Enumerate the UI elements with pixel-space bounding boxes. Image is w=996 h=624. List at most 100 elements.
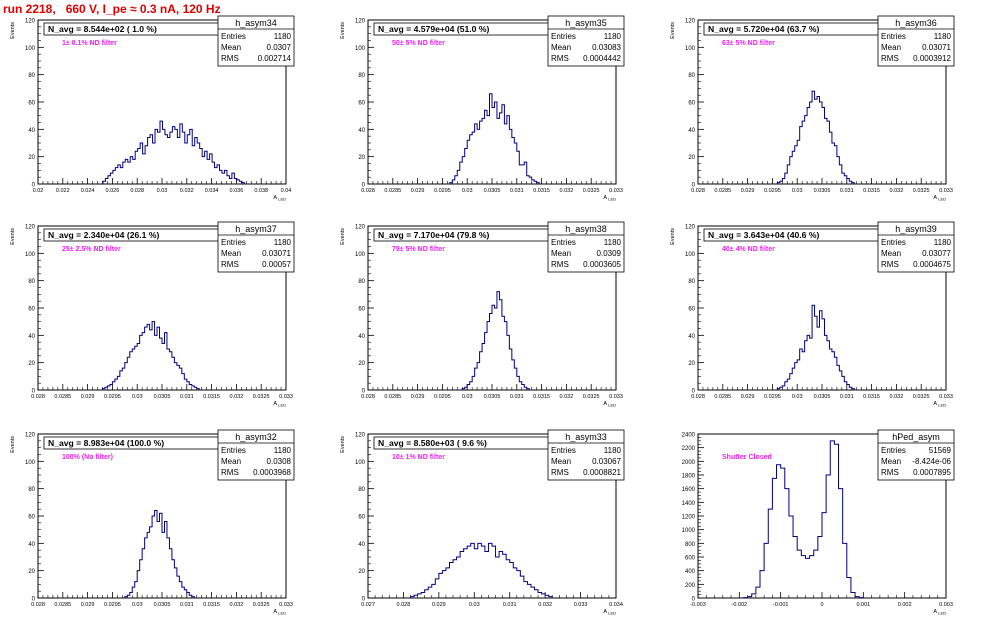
y-tick-label: 80 [358,73,365,79]
histogram-series [461,291,530,390]
x-tick-label: 0.029 [81,602,95,608]
y-tick-label: 80 [358,279,365,285]
y-tick-label: 120 [25,19,36,25]
stats-value-rms: 0.0003968 [253,468,291,477]
x-tick-label: 0.026 [106,188,120,194]
y-tick-label: 40 [358,334,365,340]
filter-annotation: 10± 1% ND filter [392,454,445,461]
stats-value-mean: 0.03077 [922,249,951,258]
x-tick-label: 0.029 [411,394,425,400]
stats-value-mean: 0.0309 [597,249,622,258]
x-tick-label: -0.001 [773,602,789,608]
filter-annotation: 63± 5% ND filter [722,40,775,47]
y-tick-label: 60 [688,101,695,107]
y-tick-label: 60 [28,101,35,107]
histogram-name: h_asym32 [235,432,277,442]
histogram-pad-hPed_asym: 0 200 400 600 800 1000 1200 1400 1600 1800 2000 220… [660,428,980,624]
y-tick-label: 80 [28,73,35,79]
stats-label-entries: Entries [881,238,906,247]
x-tick-label: 0.0295 [434,188,451,194]
histogram-name: hPed_asym [892,432,940,442]
x-axis-title: A LED [273,401,286,408]
x-tick-label: 0.028 [31,394,45,400]
x-tick-label: 0.029 [741,394,755,400]
x-tick-label: 0.0315 [533,394,550,400]
y-tick-label: 800 [685,542,696,548]
stats-value-entries: 1180 [934,32,952,41]
x-tick-label: 0.0285 [54,602,71,608]
x-tick-label: 0.03 [157,188,168,194]
x-tick-label: 0.02 [33,188,44,194]
x-tick-label: 0.0285 [714,394,731,400]
y-tick-label: 100 [355,460,366,466]
x-tick-label: 0.029 [741,188,755,194]
x-tick-label: 0.0295 [764,188,781,194]
y-axis-title: Events [10,22,16,39]
stats-value-entries: 1180 [274,446,292,455]
y-tick-label: 60 [358,307,365,313]
stats-box [547,15,625,67]
stats-value-mean: 0.03071 [922,43,951,52]
y-tick-label: 40 [28,542,35,548]
y-tick-label: 60 [28,307,35,313]
x-tick-label: 0.038 [254,188,268,194]
x-tick-label: 0.031 [840,188,854,194]
stats-label-rms: RMS [221,54,239,63]
y-tick-label: 80 [688,279,695,285]
histogram-pad-h_asym32: 0 20 40 60 80 100 120 0.028 0.0285 0.029 0.0295 0.0… [0,428,320,624]
histogram-h_asym39: 0 20 40 60 80 100 120 0.028 0.0285 0.029 0.0295 0.0… [670,221,955,408]
stats-label-rms: RMS [221,260,239,269]
y-axis-title: Events [670,228,676,245]
x-tick-label: 0.032 [538,602,552,608]
x-tick-label: 0.002 [898,602,912,608]
histogram-name: h_asym36 [895,18,937,28]
stats-label-entries: Entries [881,446,906,455]
x-tick-label: 0.033 [939,394,953,400]
x-axis-title: A LED [933,195,946,202]
stats-box [877,429,955,481]
y-tick-label: 0 [362,389,366,395]
filter-annotation: 79± 5% ND filter [392,246,445,253]
x-tick-label: -0.002 [732,602,748,608]
stats-label-entries: Entries [221,32,246,41]
stats-value-entries: 1180 [604,32,622,41]
histogram-series [776,304,855,390]
x-tick-label: 0.029 [432,602,446,608]
stats-label-mean: Mean [221,457,241,466]
histogram-name: h_asym38 [565,224,607,234]
stats-value-entries: 51569 [929,446,952,455]
histogram-name: h_asym35 [565,18,607,28]
y-axis-title: Events [340,228,346,245]
x-tick-label: 0.0325 [253,394,270,400]
x-tick-label: 0.0315 [203,602,220,608]
y-tick-label: 1600 [682,487,696,493]
y-tick-label: 40 [688,334,695,340]
y-tick-label: 0 [692,597,696,603]
stats-box [877,15,955,67]
x-tick-label: 0.028 [691,188,705,194]
stats-label-mean: Mean [221,43,241,52]
x-tick-label: 0.0305 [154,394,171,400]
stats-label-rms: RMS [881,54,899,63]
y-tick-label: 120 [355,433,366,439]
histogram-series [102,120,245,184]
histogram-series [449,93,540,184]
x-axis-title: A LED [603,401,616,408]
y-tick-label: 40 [688,128,695,134]
y-tick-label: 120 [355,19,366,25]
x-tick-label: 0.033 [609,188,623,194]
stats-value-rms: 0.0004675 [913,260,951,269]
x-tick-label: 0.0315 [863,394,880,400]
y-tick-label: 100 [25,460,36,466]
stats-label-entries: Entries [551,446,576,455]
n-avg-title: N_avg = 8.544e+02 ( 1.0 %) [48,24,157,34]
x-tick-label: 0.032 [890,394,904,400]
histogram-name: h_asym34 [235,18,277,28]
histogram-name: h_asym37 [235,224,277,234]
stats-label-entries: Entries [551,238,576,247]
x-tick-label: 0.032 [560,394,574,400]
x-axis-title: A LED [933,609,946,616]
histogram-pad-h_asym33: 0 20 40 60 80 100 120 0.027 0.028 0.029 0.03 0.031 0… [330,428,650,624]
stats-label-rms: RMS [551,468,569,477]
histogram-h_asym33: 0 20 40 60 80 100 120 0.027 0.028 0.029 0.03 0.031 0… [340,429,625,616]
